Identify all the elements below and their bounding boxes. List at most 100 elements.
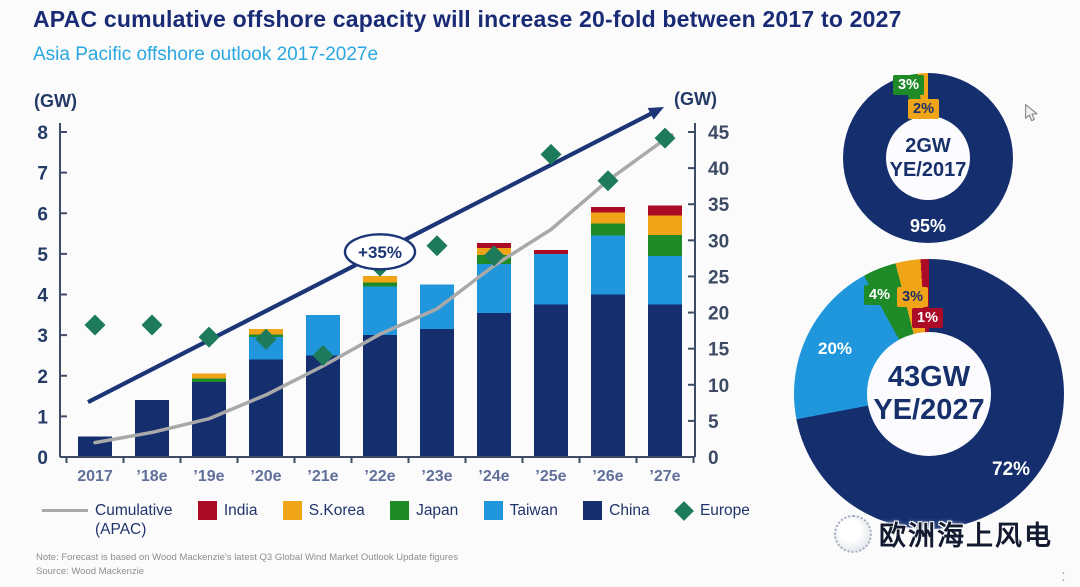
- left-axis-tick-label: 5: [37, 245, 48, 266]
- bar-segment-S.Korea: [192, 373, 226, 379]
- x-axis-category-label: ’20e: [250, 468, 281, 485]
- donut-2017-center: 2GW YE/2017: [886, 116, 970, 200]
- bar-segment-China: [363, 335, 397, 457]
- legend-label: Europe: [699, 502, 750, 519]
- pie-label-skorea-2017: 2%: [908, 99, 939, 120]
- right-axis-tick-label: 10: [708, 376, 729, 397]
- right-axis-tick-label: 20: [708, 304, 729, 325]
- bar-segment-China: [420, 329, 454, 457]
- x-axis-category-label: ’19e: [193, 468, 224, 485]
- source-note: Source: Wood Mackenzie: [36, 566, 145, 577]
- left-axis-tick-label: 0: [37, 448, 48, 469]
- left-axis-tick-label: 3: [37, 326, 48, 347]
- x-axis-category-label: ’23e: [421, 468, 452, 485]
- mouse-cursor-icon: [1024, 104, 1038, 122]
- pie-label-japan-2027: 4%: [864, 285, 895, 306]
- x-axis-category-label: ’25e: [535, 468, 566, 485]
- bar-segment-Japan: [192, 378, 226, 382]
- bar-segment-Japan: [591, 223, 625, 236]
- right-axis-tick-label: 25: [708, 267, 730, 288]
- legend-swatch-square: [390, 501, 410, 520]
- annotation-oval: [343, 233, 417, 271]
- page-subtitle: Asia Pacific offshore outlook 2017-2027e: [33, 44, 379, 65]
- legend-item-taiwan: Taiwan: [483, 501, 558, 520]
- x-axis-category-label: ’22e: [364, 468, 395, 485]
- legend-label: Japan: [416, 502, 459, 519]
- x-axis-category-label: ’21e: [307, 468, 338, 485]
- europe-marker: [84, 314, 106, 336]
- legend-swatch-diamond: [674, 501, 694, 521]
- legend-label: Taiwan: [509, 502, 558, 519]
- bar-segment-India: [477, 242, 511, 248]
- bar-segment-India: [591, 207, 625, 213]
- bar-segment-S.Korea: [591, 212, 625, 224]
- europe-marker: [597, 170, 619, 192]
- watermark-text: 欧洲海上风电: [879, 521, 1053, 551]
- cumulative-line: [93, 133, 674, 445]
- left-axis-unit-label: (GW): [34, 91, 77, 111]
- bar-segment-China: [249, 359, 283, 457]
- left-axis-tick-label: 6: [37, 204, 48, 225]
- europe-marker: [141, 314, 163, 336]
- bar-segment-Japan: [363, 282, 397, 287]
- x-axis-category-label: 2017: [77, 468, 113, 485]
- bar-segment-Taiwan: [534, 253, 568, 305]
- legend-swatch-square: [583, 501, 603, 520]
- legend-item-europe: Europe: [674, 501, 750, 521]
- pie-label-japan-2017: 3%: [893, 75, 924, 96]
- right-axis-tick-label: 5: [708, 412, 719, 433]
- x-axis-category-label: ’26e: [592, 468, 623, 485]
- watermark: 欧洲海上风电: [834, 514, 1053, 553]
- pie-label-china-2017: 95%: [909, 216, 947, 236]
- bar-segment-China: [477, 312, 511, 457]
- donut-2027-center-line1: 43GW: [887, 360, 971, 393]
- bar-segment-Taiwan: [420, 284, 454, 330]
- x-axis-category-label: ’18e: [136, 468, 167, 485]
- donut-2017: 2GW YE/2017 3% 2% 95%: [843, 73, 1013, 243]
- legend-label: China: [609, 502, 650, 519]
- bar-segment-Taiwan: [363, 286, 397, 336]
- bar-segment-Taiwan: [648, 255, 682, 305]
- europe-marker: [483, 245, 505, 267]
- chart-legend: Cumulative (APAC) India S.Korea Japan Taiwan C…: [42, 501, 750, 540]
- combo-chart: +35%0123456780510152025303540452017’18e’…: [34, 89, 730, 485]
- europe-marker: [255, 328, 277, 350]
- donut-2027-center-line2: YE/2027: [873, 394, 985, 426]
- legend-label: Cumulative (APAC): [95, 502, 173, 539]
- left-axis-tick-label: 8: [37, 123, 48, 144]
- x-axis-category-label: ’24e: [478, 468, 509, 485]
- growth-arrow-head: [647, 107, 664, 120]
- left-axis-tick-label: 7: [37, 164, 48, 185]
- legend-label: India: [223, 502, 258, 519]
- legend-item-cumulative: Cumulative (APAC): [42, 501, 173, 540]
- bar-segment-S.Korea: [363, 276, 397, 283]
- europe-marker: [426, 235, 448, 257]
- right-axis-tick-label: 40: [708, 159, 729, 180]
- corner-dots: ..: [1062, 566, 1065, 584]
- footnote: Note: Forecast is based on Wood Mackenzi…: [36, 552, 459, 563]
- europe-marker: [312, 344, 334, 366]
- legend-label: S.Korea: [308, 502, 365, 519]
- right-axis-unit-label: (GW): [674, 89, 717, 109]
- legend-item-china: China: [583, 501, 650, 520]
- donut-2017-center-line1: 2GW: [905, 135, 951, 157]
- x-axis-category-label: ’27e: [649, 468, 680, 485]
- pie-label-skorea-2027: 3%: [897, 287, 928, 308]
- right-axis-tick-label: 30: [708, 231, 729, 252]
- bar-segment-Japan: [648, 234, 682, 256]
- right-axis-tick-label: 15: [708, 340, 730, 361]
- bar-segment-Taiwan: [477, 264, 511, 313]
- right-axis-tick-label: 35: [708, 195, 730, 216]
- annotation-text: +35%: [358, 243, 402, 262]
- bar-segment-China: [648, 304, 682, 457]
- legend-item-s-korea: S.Korea: [282, 501, 365, 520]
- legend-item-india: India: [197, 501, 258, 520]
- right-axis-tick-label: 45: [708, 123, 730, 144]
- europe-marker: [540, 143, 562, 165]
- europe-marker: [198, 326, 220, 348]
- legend-swatch-square: [282, 501, 302, 520]
- legend-swatch-square: [197, 501, 217, 520]
- bar-segment-China: [534, 304, 568, 457]
- europe-marker: [654, 127, 676, 149]
